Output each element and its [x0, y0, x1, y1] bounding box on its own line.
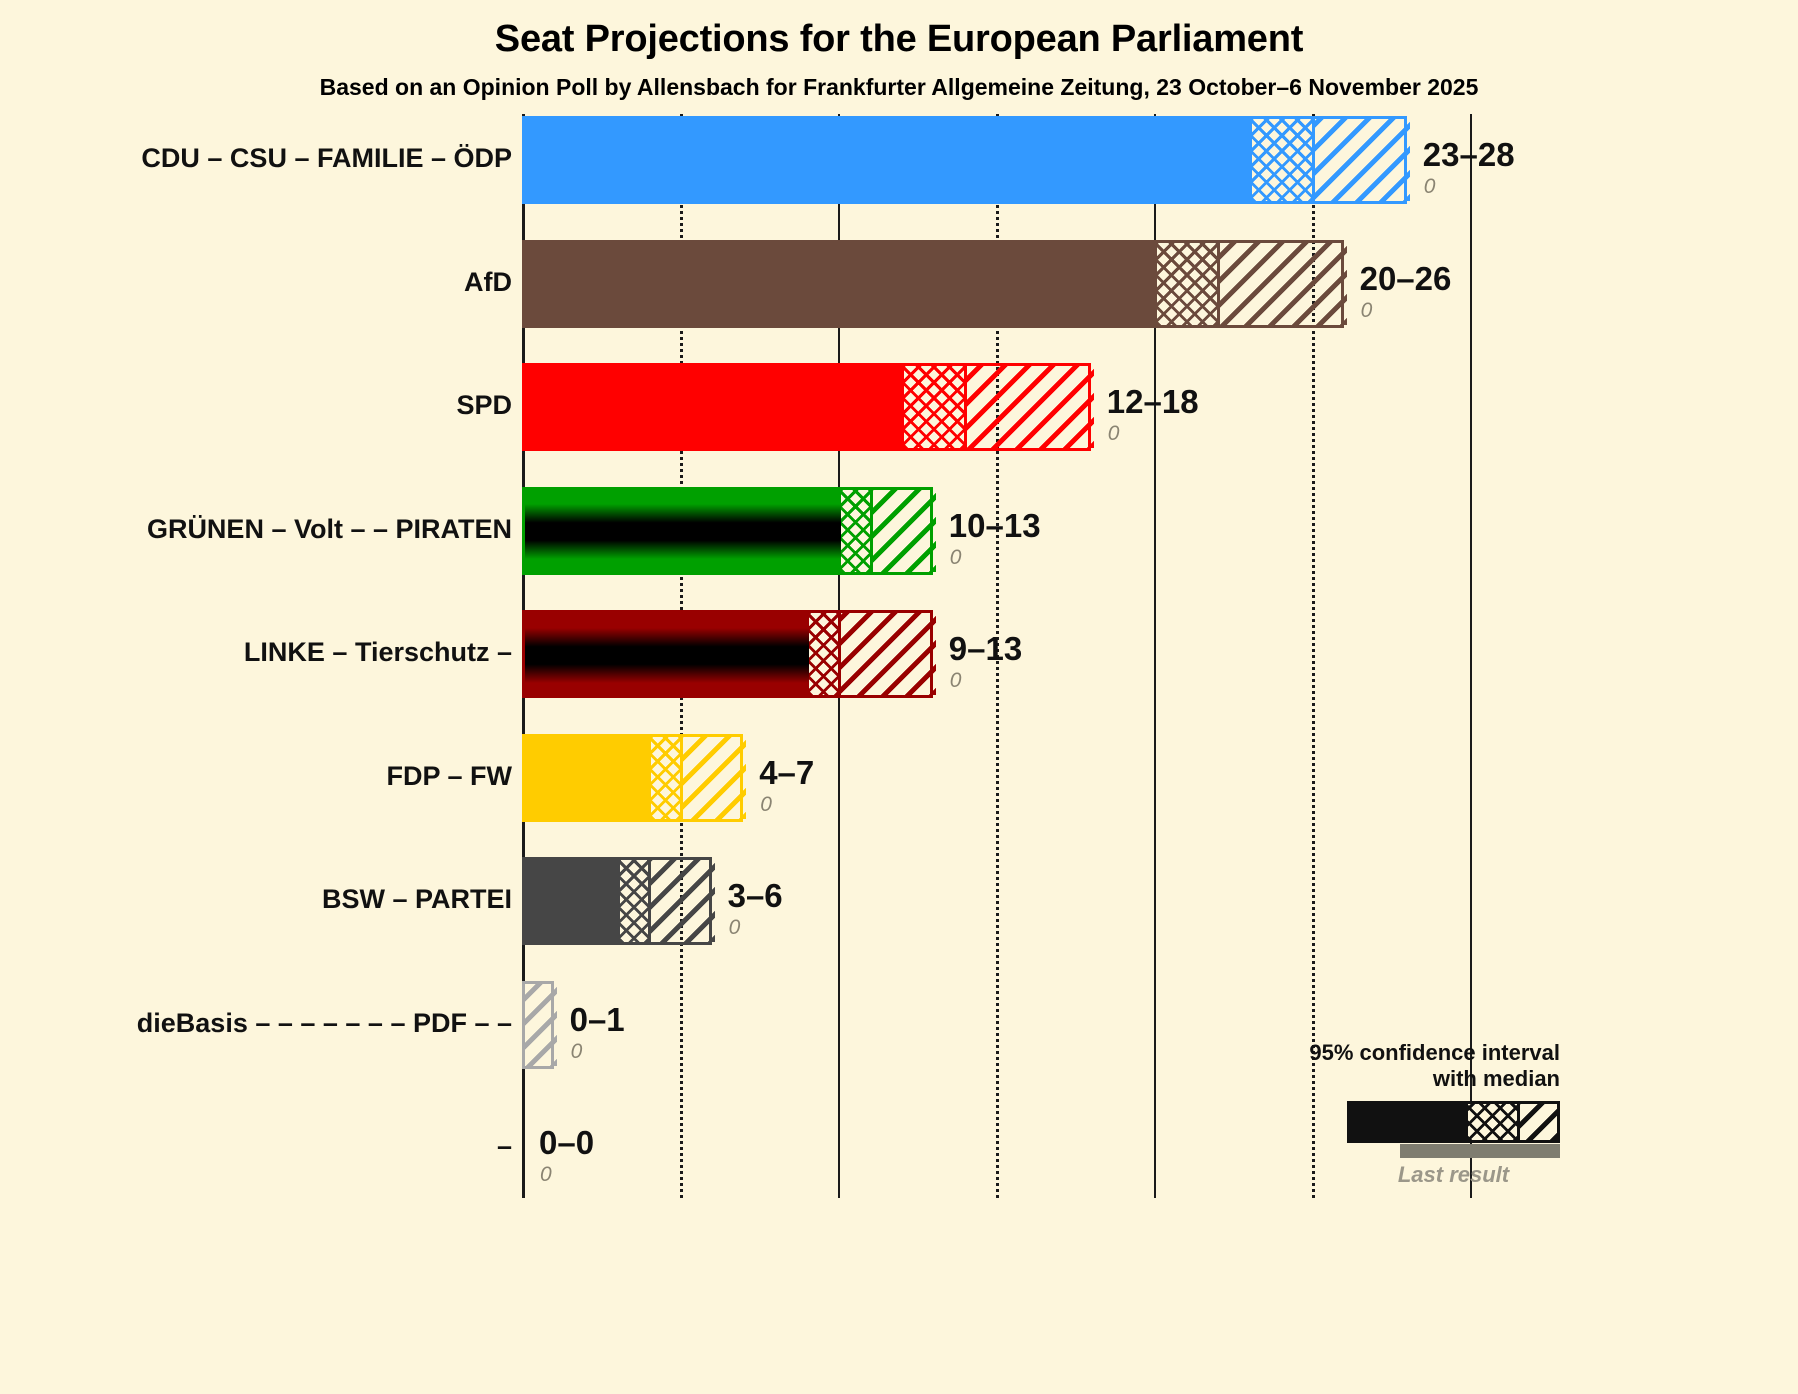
legend-crosshatch-segment — [1468, 1103, 1520, 1140]
bar-6 — [522, 857, 715, 945]
bar-segment-diagonal-6 — [651, 860, 715, 942]
chart-row: SPD 12–18 0 — [0, 363, 1798, 451]
gridline-25 — [1312, 114, 1315, 1198]
last-result-label-3: 0 — [949, 545, 962, 569]
bar-0 — [522, 116, 1410, 204]
bar-segment-solid-5 — [525, 736, 652, 819]
bar-segment-solid-1 — [525, 242, 1157, 325]
row-label-4: LINKE – Tierschutz – — [243, 637, 512, 667]
bar-segment-crosshatch-3 — [841, 489, 873, 572]
bar-segment-diagonal-2 — [967, 366, 1094, 448]
bar-segment-solid-3 — [525, 489, 841, 572]
chart-row: LINKE – Tierschutz – 9–13 0 — [0, 610, 1798, 698]
bar-segment-diagonal-4 — [841, 613, 936, 695]
bar-4 — [522, 610, 936, 698]
value-label-2: 12–18 — [1106, 383, 1199, 420]
row-label-2: SPD — [456, 390, 512, 420]
legend-title-line2: with median — [1432, 1065, 1560, 1091]
bar-segment-crosshatch-2 — [904, 366, 968, 448]
bar-1 — [522, 239, 1347, 328]
last-result-label-8: 0 — [540, 1163, 552, 1186]
value-label-8: 0–0 — [539, 1124, 595, 1161]
bar-segment-crosshatch-0 — [1251, 119, 1315, 201]
page-title: Seat Projections for the European Parlia… — [494, 18, 1304, 60]
row-label-6: BSW – PARTEI — [321, 884, 512, 914]
legend-swatch-confidence-interval — [1347, 1100, 1560, 1143]
last-result-label-4: 0 — [949, 669, 962, 692]
last-result-label-5: 0 — [760, 792, 772, 816]
bar-segment-solid-6 — [525, 860, 620, 942]
last-result-label-1: 0 — [1360, 298, 1373, 322]
value-label-4: 9–13 — [948, 630, 1023, 667]
value-label-6: 3–6 — [727, 877, 783, 914]
bar-3 — [522, 486, 936, 575]
row-label-5: FDP – FW — [386, 760, 512, 791]
bar-segment-diagonal-5 — [683, 736, 747, 819]
chart-row: CDU – CSU – FAMILIE – ÖDP 23–28 0 — [0, 116, 1798, 204]
legend-swatch-last-result — [1400, 1143, 1560, 1158]
gridline-15 — [996, 114, 999, 1198]
last-result-label-2: 0 — [1107, 422, 1120, 445]
chart-row: –0–0 0 — [0, 1104, 1798, 1192]
value-label-7: 0–1 — [569, 1000, 625, 1038]
bar-segment-crosshatch-6 — [619, 860, 652, 942]
gridline-20 — [1154, 114, 1156, 1198]
bar-7 — [522, 980, 557, 1069]
value-label-1: 20–26 — [1359, 259, 1452, 297]
gridline-30 — [1470, 114, 1472, 1198]
bar-5 — [522, 733, 747, 822]
value-label-3: 10–13 — [948, 506, 1041, 544]
chart-row: AfD 20–26 0 — [0, 239, 1798, 328]
bar-segment-diagonal-0 — [1315, 119, 1410, 201]
bar-segment-solid-4 — [525, 613, 810, 695]
chart-legend: 95% confidence interval with median Last… — [1230, 1040, 1560, 1188]
chart-subtitle: Based on an Opinion Poll by Allensbach f… — [319, 74, 1479, 100]
bar-segment-diagonal-1 — [1220, 242, 1347, 325]
bar-segment-diagonal-7 — [525, 983, 557, 1066]
bar-segment-solid-0 — [525, 119, 1252, 201]
legend-diagonal-segment — [1520, 1103, 1557, 1140]
chart-row: FDP – FW 4–7 0 — [0, 733, 1798, 822]
bar-segment-crosshatch-5 — [651, 736, 683, 819]
last-result-label-6: 0 — [728, 916, 741, 939]
row-label-0: CDU – CSU – FAMILIE – ÖDP — [141, 143, 512, 173]
row-label-3: GRÜNEN – Volt – – PIRATEN — [146, 513, 512, 544]
bar-segment-crosshatch-1 — [1157, 242, 1221, 325]
bar-2 — [522, 363, 1094, 451]
bar-segment-diagonal-3 — [872, 489, 936, 572]
row-label-1: AfD — [464, 266, 512, 297]
value-label-5: 4–7 — [759, 753, 815, 791]
legend-title: 95% confidence interval with median — [1230, 1040, 1560, 1092]
legend-last-result-label: Last result — [1397, 1161, 1510, 1187]
row-label-8: – — [496, 1131, 512, 1161]
last-result-label-7: 0 — [570, 1039, 583, 1063]
value-label-0: 23–28 — [1422, 136, 1515, 173]
row-label-7: dieBasis – – – – – – – PDF – – — [136, 1007, 512, 1038]
chart-row: BSW – PARTEI 3–6 0 — [0, 857, 1798, 945]
chart-row: dieBasis – – – – – – – PDF – – 0–1 0 — [0, 980, 1798, 1069]
bar-segment-solid-2 — [525, 366, 905, 448]
bar-segment-crosshatch-4 — [809, 613, 841, 695]
chart-row: GRÜNEN – Volt – – PIRATEN 10–13 0 — [0, 486, 1798, 575]
legend-title-line1: 95% confidence interval — [1309, 1040, 1560, 1065]
last-result-label-0: 0 — [1423, 175, 1436, 198]
